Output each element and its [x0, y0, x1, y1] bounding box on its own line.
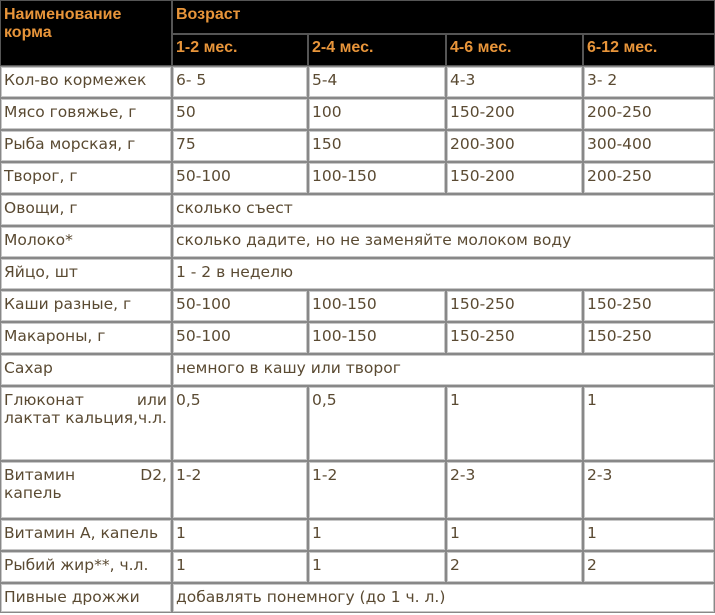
row-value-span: добавлять понемногу (до 1 ч. л.) [172, 583, 715, 613]
row-value: 50 [172, 98, 308, 130]
header-age-2: 2-4 мес. [308, 34, 446, 66]
table-row: Макароны, г 50-100 100-150 150-250 150-250 [0, 322, 715, 354]
header-age: Возраст [172, 0, 715, 34]
row-value: 6- 5 [172, 66, 308, 98]
row-value: 150 [308, 130, 446, 162]
row-value: 4-3 [446, 66, 583, 98]
row-value: 1 [446, 386, 583, 461]
table-row: Рыбий жир**, ч.л. 1 1 2 2 [0, 551, 715, 583]
row-label: Мясо говяжье, г [0, 98, 172, 130]
table-row: Витамин А, капель 1 1 1 1 [0, 519, 715, 551]
row-value: 50-100 [172, 322, 308, 354]
row-value: 150-200 [446, 162, 583, 194]
header-feed-name: Наименование корма [0, 0, 172, 66]
table-row: Витамин D2, капель 1-2 1-2 2-3 2-3 [0, 461, 715, 519]
row-value: 1-2 [308, 461, 446, 519]
row-value: 100-150 [308, 162, 446, 194]
row-value: 300-400 [583, 130, 715, 162]
row-label: Рыбий жир**, ч.л. [0, 551, 172, 583]
row-value-span: сколько дадите, но не заменяйте молоком … [172, 226, 715, 258]
row-label: Молоко* [0, 226, 172, 258]
table-row: Сахар немного в кашу или творог [0, 354, 715, 386]
row-label: Творог, г [0, 162, 172, 194]
row-label: Макароны, г [0, 322, 172, 354]
row-value: 200-250 [583, 98, 715, 130]
row-value: 2 [583, 551, 715, 583]
row-value-span: 1 - 2 в неделю [172, 258, 715, 290]
row-value: 1 [308, 551, 446, 583]
row-label: Глюконат или лактат кальция,ч.л. [0, 386, 172, 461]
row-value: 2-3 [583, 461, 715, 519]
row-value-span: немного в кашу или творог [172, 354, 715, 386]
row-value: 1 [446, 519, 583, 551]
header-age-4: 6-12 мес. [583, 34, 715, 66]
row-value: 5-4 [308, 66, 446, 98]
table-row: Глюконат или лактат кальция,ч.л. 0,5 0,5 1 1 [0, 386, 715, 461]
row-label: Яйцо, шт [0, 258, 172, 290]
row-value: 150-250 [583, 322, 715, 354]
row-value: 1 [172, 519, 308, 551]
row-value: 0,5 [172, 386, 308, 461]
row-label: Каши разные, г [0, 290, 172, 322]
row-value: 200-300 [446, 130, 583, 162]
table-row: Мясо говяжье, г 50 100 150-200 200-250 [0, 98, 715, 130]
table-row: Пивные дрожжи добавлять понемногу (до 1 ч… [0, 583, 715, 613]
row-label: Пивные дрожжи [0, 583, 172, 613]
row-value: 1 [172, 551, 308, 583]
row-label: Рыба морская, г [0, 130, 172, 162]
row-label: Витамин А, капель [0, 519, 172, 551]
table-row: Молоко* сколько дадите, но не заменяйте м… [0, 226, 715, 258]
row-value: 2 [446, 551, 583, 583]
row-value: 150-250 [446, 290, 583, 322]
row-value: 50-100 [172, 162, 308, 194]
row-label: Кол-во кормежек [0, 66, 172, 98]
row-value: 100-150 [308, 322, 446, 354]
row-label: Сахар [0, 354, 172, 386]
row-value: 1 [308, 519, 446, 551]
header-age-3: 4-6 мес. [446, 34, 583, 66]
table-row: Рыба морская, г 75 150 200-300 300-400 [0, 130, 715, 162]
row-value: 50-100 [172, 290, 308, 322]
row-value: 200-250 [583, 162, 715, 194]
row-value: 2-3 [446, 461, 583, 519]
row-value: 75 [172, 130, 308, 162]
row-label: Витамин D2, капель [0, 461, 172, 519]
row-value: 100 [308, 98, 446, 130]
row-value: 1 [583, 519, 715, 551]
header-age-1: 1-2 мес. [172, 34, 308, 66]
table-row: Каши разные, г 50-100 100-150 150-250 150-25… [0, 290, 715, 322]
row-value: 150-250 [583, 290, 715, 322]
row-value: 3- 2 [583, 66, 715, 98]
row-value: 1-2 [172, 461, 308, 519]
row-value: 100-150 [308, 290, 446, 322]
row-value-span: сколько съест [172, 194, 715, 226]
row-value: 1 [583, 386, 715, 461]
row-value: 150-200 [446, 98, 583, 130]
table-row: Яйцо, шт 1 - 2 в неделю [0, 258, 715, 290]
row-label: Овощи, г [0, 194, 172, 226]
table-row: Кол-во кормежек 6- 5 5-4 4-3 3- 2 [0, 66, 715, 98]
table-row: Овощи, г сколько съест [0, 194, 715, 226]
row-value: 150-250 [446, 322, 583, 354]
table-row: Творог, г 50-100 100-150 150-200 200-250 [0, 162, 715, 194]
row-value: 0,5 [308, 386, 446, 461]
